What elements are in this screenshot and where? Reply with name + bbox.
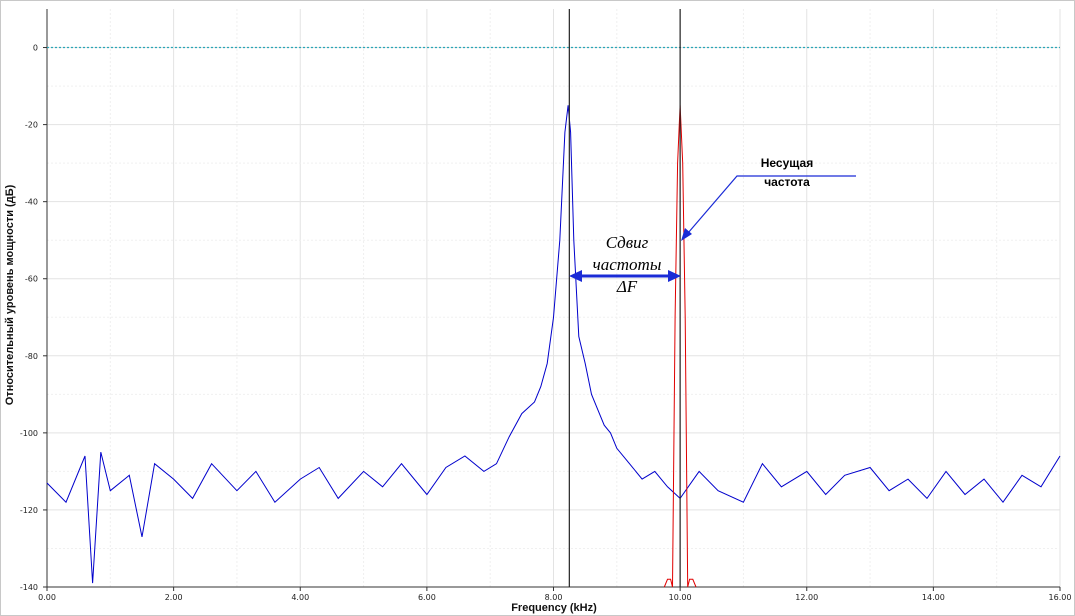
tick-labels: 0.00 2.00 4.00 6.00 8.00 10.00 12.00 14.00 16.00… [20,44,1072,602]
y-tick-label: -20 [25,121,38,130]
x-tick-label: 14.00 [922,593,945,602]
x-tick-label: 10.00 [669,593,692,602]
series-line-shifted-signal [46,105,1061,584]
x-axis-title: Frequency (kHz) [511,602,597,614]
x-tick-label: 0.00 [38,593,56,602]
shift-annotation: Сдвиг частоты ΔF [569,233,681,296]
y-tick-label: -100 [20,429,38,438]
shift-label-line1: Сдвиг [606,233,649,252]
shift-label-line2: частоты [593,255,662,274]
carrier-leader-line [687,175,856,234]
shift-arrowhead-left [569,270,582,282]
y-tick-label: -140 [20,583,38,592]
x-tick-label: 2.00 [165,593,183,602]
shift-arrowhead-right [668,270,681,282]
x-tick-label: 16.00 [1049,593,1072,602]
shift-label-line3: ΔF [616,277,638,296]
y-tick-label: -60 [25,275,38,284]
x-tick-label: 4.00 [291,593,309,602]
carrier-arrowhead [681,228,692,241]
x-tick-label: 8.00 [545,593,563,602]
y-tick-label: 0 [33,44,38,53]
axes [43,9,1061,591]
x-tick-label: 6.00 [418,593,436,602]
y-tick-label: -120 [20,506,38,515]
carrier-label-line2: частота [764,175,810,189]
y-tick-label: -80 [25,352,38,361]
carrier-label-line1: Несущая [761,156,813,170]
x-tick-label: 12.00 [795,593,818,602]
y-axis-title: Относительный уровень мощности (дБ) [4,184,16,405]
vertical-markers [568,9,681,587]
carrier-annotation: Несущая частота [681,156,856,241]
y-tick-label: -40 [25,198,38,207]
